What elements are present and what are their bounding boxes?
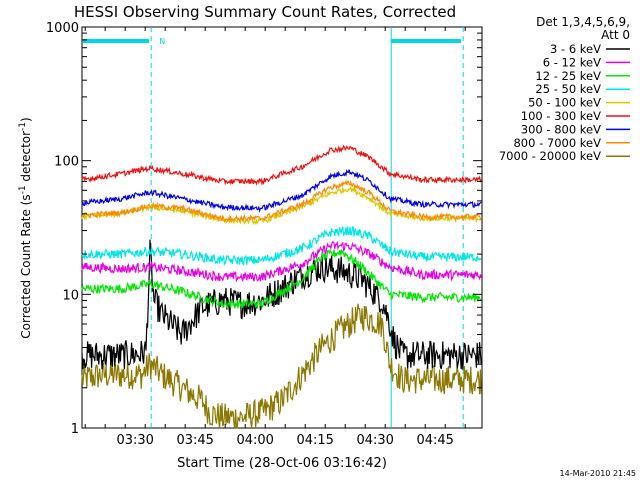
legend-label-5: 50 - 100 keV [528, 96, 601, 110]
legend-label-7: 300 - 800 keV [521, 122, 601, 136]
series-line-1 [81, 239, 482, 370]
x-tick-label: 04:30 [356, 433, 393, 448]
x-tick-label: 03:45 [176, 433, 213, 448]
night-bar-1 [83, 39, 149, 43]
x-tick-label: 04:00 [236, 433, 273, 448]
night-bars: N [83, 37, 461, 46]
y-tick-label: 10 [62, 288, 79, 303]
x-tick-label: 04:45 [416, 433, 453, 448]
y-axis: 1 10 100 1000 [46, 21, 482, 437]
y-tick-label: 1000 [46, 21, 79, 36]
series-line-8 [81, 179, 482, 223]
legend-label-1: 3 - 6 keV [550, 42, 601, 56]
legend-header-line2: Att 0 [601, 28, 630, 42]
series-line-5 [81, 185, 482, 226]
plot-frame [81, 26, 483, 429]
series-line-9 [81, 303, 482, 429]
series-line-2 [81, 240, 482, 283]
series-line-3 [81, 248, 482, 309]
legend-label-9: 7000 - 20000 keV [499, 149, 601, 163]
x-tick-label: 04:15 [296, 433, 333, 448]
chart-title: HESSI Observing Summary Count Rates, Cor… [74, 3, 456, 21]
y-axis-label-main: Corrected Count Rate (s [19, 194, 33, 338]
legend-label-4: 25 - 50 keV [535, 82, 601, 96]
series-line-7 [81, 169, 482, 213]
x-tick-label: 03:30 [116, 433, 153, 448]
legend-label-8: 800 - 7000 keV [513, 136, 601, 150]
y-axis-label-mid: detector [19, 131, 33, 186]
series-line-6 [81, 144, 482, 187]
series-line-4 [81, 226, 482, 267]
legend-label-2: 6 - 12 keV [543, 55, 601, 69]
y-tick-label: 100 [54, 155, 79, 170]
footer-date: 14-Mar-2010 21:45 [560, 469, 637, 478]
series-layer [81, 144, 482, 429]
y-axis-label-sup1: -1 [18, 185, 28, 194]
y-axis-label: Corrected Count Rate (s-1 detector-1) [18, 117, 33, 338]
y-axis-label-end: ) [19, 117, 33, 122]
night-bar-2 [391, 39, 461, 43]
x-axis-label: Start Time (28-Oct-06 03:16:42) [177, 456, 387, 471]
x-axis: 03:30 03:45 04:00 04:15 04:30 04:45 [84, 27, 466, 448]
legend-header-line1: Det 1,3,4,5,6,9, [536, 15, 630, 29]
legend-label-6: 100 - 300 keV [521, 109, 601, 123]
legend-label-3: 12 - 25 keV [535, 69, 601, 83]
y-tick-label: 1 [71, 422, 79, 437]
y-axis-label-sup2: -1 [18, 122, 28, 131]
night-marker-label: N [159, 37, 165, 46]
